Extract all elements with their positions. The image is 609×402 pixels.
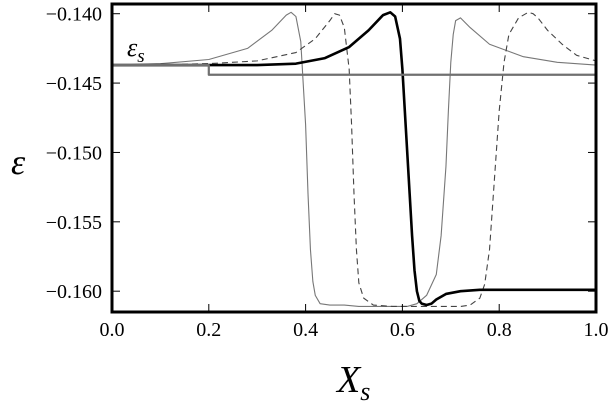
x-tick-label: 0.2: [196, 319, 221, 341]
series-line-dashed: [112, 11, 597, 307]
y-tick-labels: −0.140 −0.145 −0.150 −0.155 −0.160: [46, 4, 102, 303]
annotation-main: ε: [127, 33, 138, 62]
y-tick-label: −0.155: [46, 212, 102, 234]
data-series-group: [111, 11, 597, 307]
y-tick-label: −0.140: [46, 4, 102, 26]
plot-frame: [110, 2, 598, 314]
x-axis-label-main: X: [335, 359, 362, 401]
x-axis-label: Xs: [335, 359, 370, 402]
x-axis-label-subscript: s: [360, 377, 370, 402]
y-tick-label: −0.145: [46, 73, 102, 95]
x-tick-label: 0.0: [100, 319, 125, 341]
epsilon-s-annotation: εs: [127, 33, 145, 67]
series-line-reference-step: [112, 63, 596, 76]
series-line-thin-gray: [111, 11, 597, 307]
x-tick-labels: 0.0 0.2 0.4 0.6 0.8 1.0: [100, 319, 609, 341]
x-tick-label: 0.8: [487, 319, 512, 341]
y-axis-label: ε: [11, 142, 26, 182]
y-tick-label: −0.150: [46, 142, 102, 164]
x-tick-label: 1.0: [584, 319, 609, 341]
tick-marks: [111, 4, 597, 312]
y-tick-label: −0.160: [46, 281, 102, 303]
series-line-thick: [112, 11, 596, 307]
annotation-subscript: s: [137, 46, 144, 67]
x-tick-label: 0.4: [293, 319, 318, 341]
x-tick-label: 0.6: [390, 319, 415, 341]
